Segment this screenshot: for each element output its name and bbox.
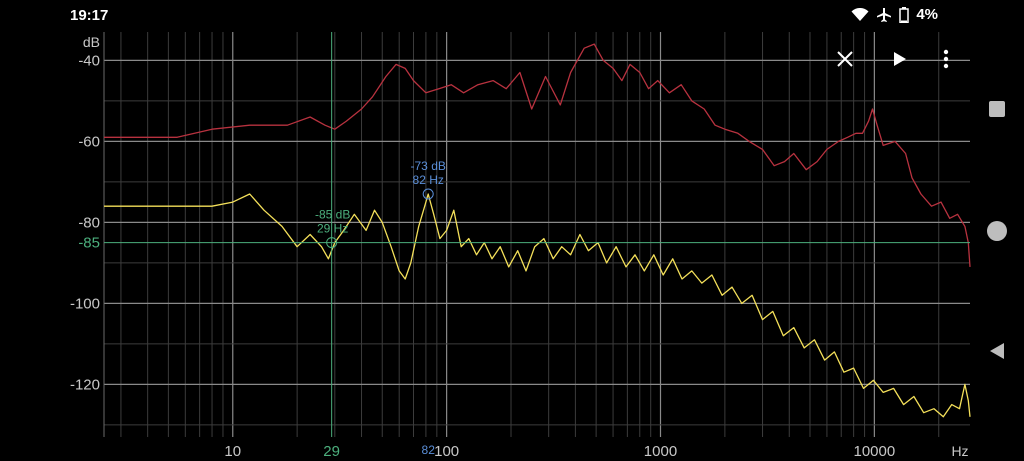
chart-toolbar — [830, 44, 960, 74]
cursor-marker — [326, 237, 338, 249]
back-button[interactable] — [982, 336, 1012, 366]
home-button[interactable] — [982, 216, 1012, 246]
status-bar: 19:17 4% — [0, 0, 1024, 32]
status-icons: 4% — [851, 6, 938, 23]
y-tick-label: -120 — [70, 376, 100, 393]
airplane-icon — [877, 7, 892, 22]
battery-level: 4% — [916, 6, 938, 23]
back-icon — [990, 343, 1004, 359]
more-vert-icon — [943, 49, 949, 69]
peak-freq-label: 82 — [422, 443, 436, 457]
x-axis-ticks: 10 100 1000 10000 — [224, 443, 895, 460]
home-icon — [987, 221, 1007, 241]
y-tick-label: -80 — [78, 214, 100, 231]
cursor-db-label: -85 dB — [315, 208, 350, 222]
y-tick-label: -40 — [78, 52, 100, 69]
spectrum-series-2 — [104, 193, 971, 418]
x-tick-label: 100 — [434, 443, 459, 460]
close-button[interactable] — [830, 44, 860, 74]
series-group — [104, 43, 971, 418]
x-tick-label: 10000 — [854, 443, 896, 460]
x-axis-unit: Hz — [951, 443, 968, 459]
y-axis-unit: dB — [83, 34, 100, 50]
navigation-bar — [970, 32, 1024, 461]
y-tick-label: -60 — [78, 133, 100, 150]
recents-icon — [989, 101, 1005, 117]
close-icon — [837, 51, 853, 67]
spectrum-series-1 — [104, 43, 971, 267]
peak-marker — [422, 188, 434, 200]
status-time: 19:17 — [70, 7, 109, 24]
x-tick-label: 10 — [224, 443, 241, 460]
cursor-hz-label: 29 Hz — [317, 222, 348, 236]
y-axis-ticks: -20-40-60-80-100-120 — [70, 52, 100, 393]
more-options-button[interactable] — [931, 44, 961, 74]
cursor-freq-label: 29 — [323, 443, 340, 460]
wifi-icon — [851, 7, 869, 21]
battery-icon — [899, 6, 910, 23]
peak-hz-label: 82 Hz — [413, 173, 444, 187]
peak-db-label: -73 dB — [411, 159, 446, 173]
grid — [103, 32, 970, 437]
y-tick-label: -100 — [70, 295, 100, 312]
x-tick-label: 1000 — [644, 443, 677, 460]
play-icon — [894, 52, 906, 66]
play-button[interactable] — [885, 44, 915, 74]
cursor-level-label: -85 — [78, 235, 100, 252]
recents-button[interactable] — [982, 94, 1012, 124]
